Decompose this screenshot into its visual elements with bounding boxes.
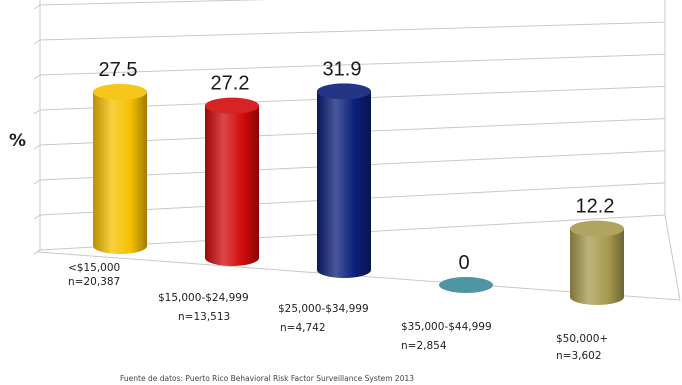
gridline-side: [33, 39, 41, 45]
gridline: [39, 21, 666, 41]
chart-bars: [93, 83, 624, 305]
gridline-side: [33, 4, 41, 10]
category-label: $35,000-$44,999: [401, 321, 492, 333]
bar-0: [93, 84, 147, 254]
y-axis-label: %: [9, 131, 26, 151]
gridline: [39, 53, 666, 76]
value-label: 31.9: [323, 58, 362, 80]
bar-body: [570, 228, 624, 305]
value-label: 0: [458, 252, 469, 274]
value-label: 27.5: [99, 59, 138, 81]
bar-1: [205, 97, 259, 266]
value-label: 12.2: [576, 196, 615, 218]
category-label: $25,000-$34,999: [278, 303, 369, 315]
bar-body: [93, 92, 147, 254]
bar-top: [93, 84, 147, 100]
bar-flat: [439, 277, 493, 293]
gridline-side: [33, 109, 41, 115]
bar-2: [317, 83, 371, 278]
bar-3: [439, 277, 493, 293]
category-label: $15,000-$24,999: [158, 292, 249, 304]
sample-size-label: n=20,387: [68, 276, 120, 288]
gridline-side: [33, 144, 41, 150]
bar-body: [205, 105, 259, 266]
source-note: Fuente de datos: Puerto Rico Behavioral …: [120, 374, 414, 383]
gridline-side: [33, 74, 41, 80]
sample-size-label: n=2,854: [401, 340, 447, 352]
sample-size-label: n=3,602: [556, 350, 602, 362]
chart-labels: 27.5 27.2 31.9 0 12.2 <$15,000 n=20,387 $15,000…: [68, 58, 614, 362]
floor-right-edge: [664, 214, 681, 301]
sample-size-label: n=13,513: [178, 311, 230, 323]
gridline: [39, 0, 270, 6]
gridline-side: [33, 179, 41, 185]
category-label: <$15,000: [68, 262, 120, 274]
gridline-side: [33, 214, 41, 220]
sample-size-label: n=4,742: [280, 322, 326, 334]
bar-body: [317, 91, 371, 278]
bar-4: [570, 220, 624, 305]
bar-top: [317, 83, 371, 100]
category-label: $50,000+: [556, 333, 608, 345]
bar-top: [205, 97, 259, 114]
value-label: 27.2: [211, 73, 250, 95]
bar-top: [570, 220, 624, 237]
